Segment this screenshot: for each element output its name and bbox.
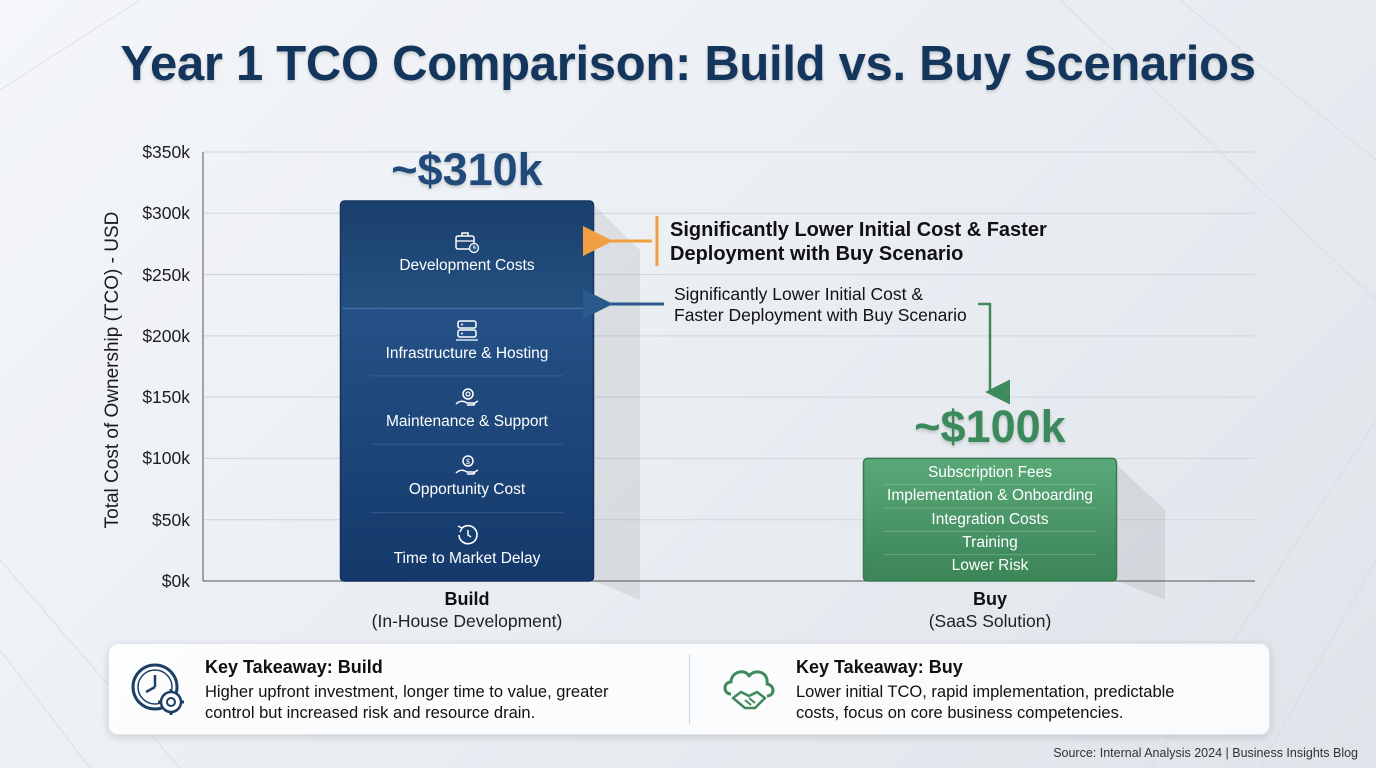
annotation-primary-line2: Deployment with Buy Scenario [670, 243, 964, 265]
x-category-label: Build [444, 589, 490, 609]
source-note: Source: Internal Analysis 2024 | Busines… [1053, 746, 1358, 760]
takeaway-buy-title: Key Takeaway: Buy [796, 657, 963, 677]
build-component: Development Costs [341, 230, 594, 275]
briefcase-clock-icon [341, 230, 594, 254]
takeaway-build-line2: control but increased risk and resource … [205, 703, 536, 722]
takeaway-build-text: Higher upfront investment, longer time t… [205, 682, 645, 723]
x-category-label: Buy [972, 589, 1007, 609]
build-component-label: Development Costs [399, 257, 535, 275]
green-arrow [978, 302, 1010, 405]
takeaway-buy-text: Lower initial TCO, rapid implementation,… [796, 682, 1236, 723]
takeaway-build-title: Key Takeaway: Build [205, 657, 383, 677]
y-tick-label: $200k [142, 325, 190, 346]
y-tick-label: $350k [142, 142, 190, 162]
coin-hand-icon: $ [341, 454, 594, 478]
annotation-primary-line1: Significantly Lower Initial Cost & Faste… [670, 219, 1047, 241]
buy-bar-shadow [1117, 465, 1165, 600]
takeaway-buy-line1: Lower initial TCO, rapid implementation,… [796, 683, 1175, 701]
annotation-secondary-line2: Faster Deployment with Buy Scenario [674, 305, 967, 325]
takeaway-buy-line2: costs, focus on core business competenci… [796, 703, 1124, 722]
svg-text:$: $ [466, 459, 470, 466]
buy-component-label: Training [962, 534, 1018, 552]
annotation-primary: Significantly Lower Initial Cost & Faste… [670, 218, 1090, 266]
annotation-arrows [583, 216, 1010, 405]
chart-title: Year 1 TCO Comparison: Build vs. Buy Sce… [120, 37, 1256, 91]
build-bar-top-band [341, 202, 593, 309]
annotation-secondary: Significantly Lower Initial Cost & Faste… [674, 284, 1004, 326]
build-component: $ Opportunity Cost [341, 454, 594, 499]
build-component: Time to Market Delay [341, 523, 594, 568]
buy-bar [862, 457, 1118, 582]
build-bar-shadow [594, 205, 640, 600]
build-component: Infrastructure & Hosting [341, 318, 594, 363]
annotation-secondary-line1: Significantly Lower Initial Cost & [674, 284, 923, 304]
buy-component-label: Integration Costs [931, 510, 1049, 528]
buy-component-label: Implementation & Onboarding [887, 487, 1093, 505]
y-tick-label: $300k [142, 203, 190, 224]
buy-total-label: ~$100k [914, 401, 1066, 453]
cloud-handshake-icon [723, 670, 775, 710]
y-tick-label: $150k [142, 387, 190, 408]
takeaway-build-line1: Higher upfront investment, longer time t… [205, 683, 609, 701]
build-component-label: Opportunity Cost [408, 481, 526, 499]
y-tick-label: $250k [142, 264, 190, 285]
gear-hand-icon [341, 386, 594, 410]
x-category-sublabel: (SaaS Solution) [928, 611, 1052, 631]
takeaway-divider [689, 654, 690, 724]
x-category-sublabel: (In-House Development) [371, 611, 563, 631]
y-tick-label: $0k [161, 571, 190, 591]
build-component-label: Infrastructure & Hosting [385, 344, 549, 362]
build-component-label: Maintenance & Support [386, 413, 548, 430]
buy-component-label: Lower Risk [951, 557, 1029, 575]
buy-component-label: Subscription Fees [927, 464, 1053, 482]
build-total-label: ~$310k [391, 144, 543, 196]
y-tick-label: $100k [142, 448, 190, 469]
clock-history-icon [341, 523, 594, 547]
build-component-label: Time to Market Delay [393, 549, 541, 567]
takeaway-panel: Key Takeaway: Build Higher upfront inves… [108, 643, 1270, 735]
server-icon [341, 318, 594, 342]
build-component: Maintenance & Support [341, 386, 594, 431]
clock-gear-icon [131, 663, 184, 715]
y-tick-label: $50k [152, 509, 190, 530]
